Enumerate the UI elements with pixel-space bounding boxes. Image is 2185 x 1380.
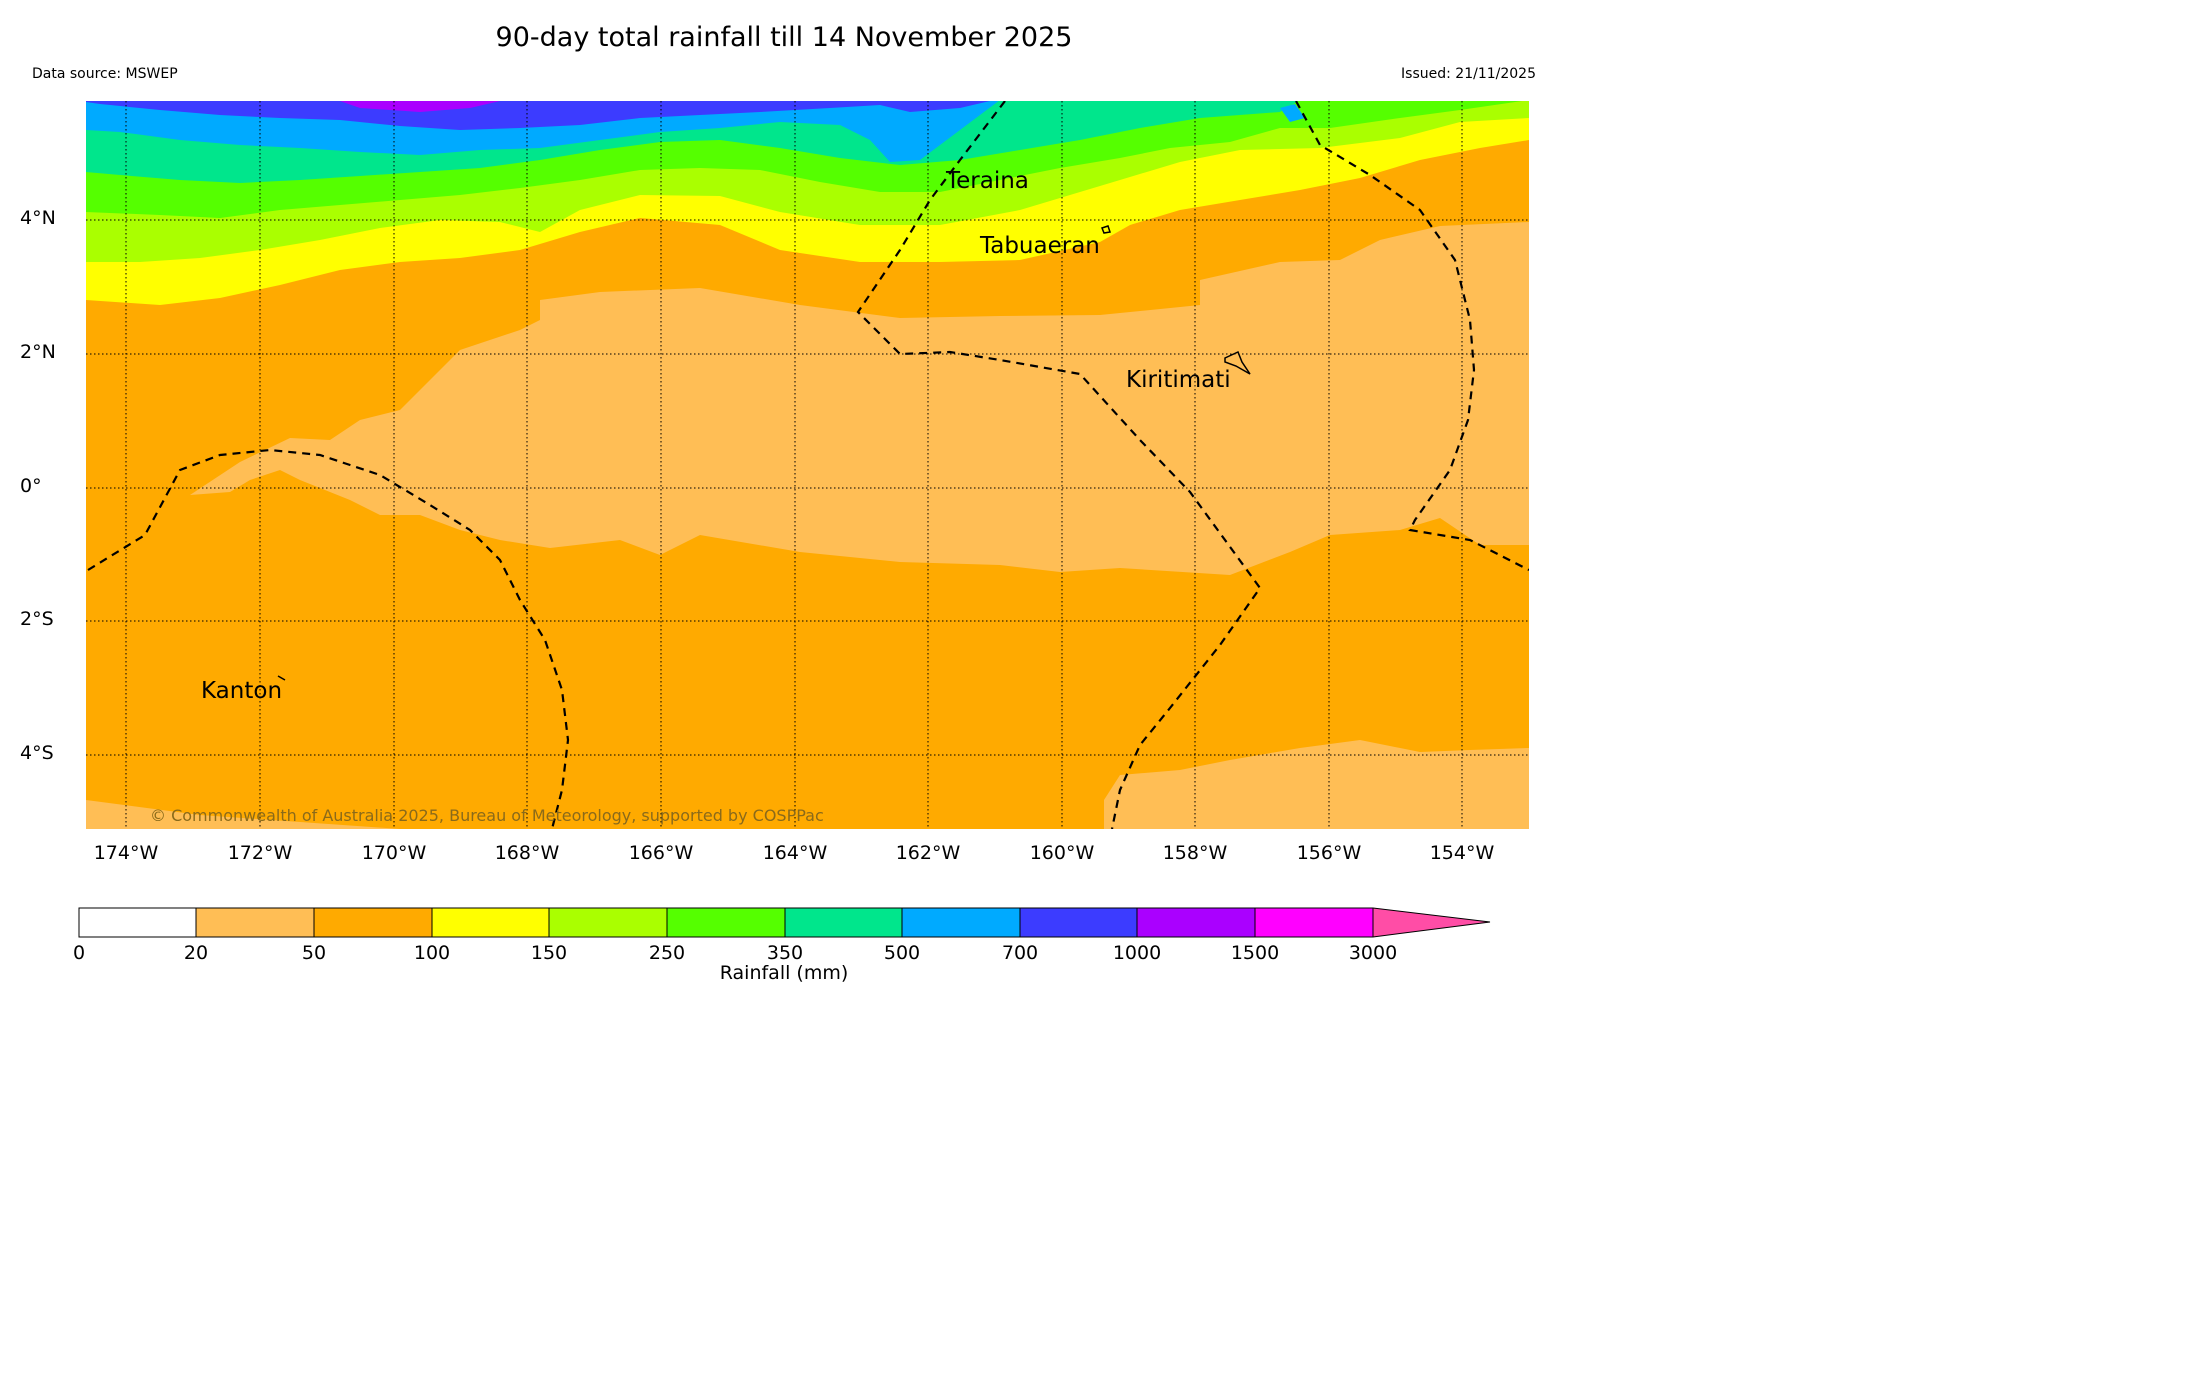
issued-date: Issued: 21/11/2025 bbox=[1401, 66, 1536, 82]
place-teraina: Teraina bbox=[946, 168, 1029, 194]
eez-phoenix bbox=[87, 448, 570, 829]
cb-tick-20: 20 bbox=[183, 942, 209, 964]
cb-tick-0: 0 bbox=[72, 942, 86, 964]
band-700-1000 bbox=[86, 101, 990, 130]
lat-label-2n: 2°N bbox=[20, 341, 56, 363]
data-source: Data source: MSWEP bbox=[32, 66, 178, 82]
lon-label-160w: 160°W bbox=[1029, 842, 1095, 864]
cb-swatch-0-20 bbox=[79, 908, 196, 937]
band-20-50 bbox=[190, 222, 1529, 575]
cb-swatch-250-350 bbox=[667, 908, 785, 937]
cb-swatch-20-50 bbox=[196, 908, 314, 937]
band-1000-1500 bbox=[340, 101, 500, 112]
cb-swatch-150-250 bbox=[549, 908, 667, 937]
cb-swatch-700-1000 bbox=[1020, 908, 1137, 937]
lon-label-168w: 168°W bbox=[494, 842, 560, 864]
eez-line-islands-east bbox=[1295, 101, 1529, 571]
eez-line-islands bbox=[856, 101, 1262, 829]
rainfall-map bbox=[78, 101, 1529, 938]
lon-label-174w: 174°W bbox=[93, 842, 159, 864]
cb-tick-500: 500 bbox=[883, 942, 921, 964]
graticule bbox=[86, 101, 1529, 829]
band-20-50-west bbox=[86, 800, 400, 829]
cb-tick-1000: 1000 bbox=[1112, 942, 1162, 964]
map-title: 90-day total rainfall till 14 November 2… bbox=[495, 22, 1073, 53]
cb-swatch-over-3000 bbox=[1373, 908, 1490, 937]
cb-tick-350: 350 bbox=[766, 942, 804, 964]
cb-tick-150: 150 bbox=[530, 942, 568, 964]
lon-label-166w: 166°W bbox=[628, 842, 694, 864]
lon-label-170w: 170°W bbox=[361, 842, 427, 864]
place-tabuaeran: Tabuaeran bbox=[980, 233, 1100, 259]
lon-label-156w: 156°W bbox=[1296, 842, 1362, 864]
cb-tick-1500: 1500 bbox=[1230, 942, 1280, 964]
island-tabuaeran bbox=[1101, 225, 1111, 234]
cb-tick-50: 50 bbox=[301, 942, 327, 964]
eez-boundaries bbox=[87, 101, 1529, 829]
cb-swatch-350-500 bbox=[785, 908, 902, 937]
cb-swatch-50-100 bbox=[314, 908, 432, 937]
lon-label-164w: 164°W bbox=[762, 842, 828, 864]
lat-label-2s: 2°S bbox=[20, 608, 54, 630]
copyright-notice: © Commonwealth of Australia 2025, Bureau… bbox=[150, 806, 824, 825]
lon-label-172w: 172°W bbox=[227, 842, 293, 864]
cb-swatch-500-700 bbox=[902, 908, 1020, 937]
cb-tick-250: 250 bbox=[648, 942, 686, 964]
colorbar-label: Rainfall (mm) bbox=[719, 962, 849, 984]
island-kiritimati bbox=[1224, 350, 1251, 375]
lon-label-162w: 162°W bbox=[895, 842, 961, 864]
lon-label-154w: 154°W bbox=[1429, 842, 1495, 864]
cb-swatch-1000-1500 bbox=[1137, 908, 1255, 937]
place-kanton: Kanton bbox=[201, 678, 283, 704]
cb-dividers bbox=[195, 908, 1374, 937]
lon-label-158w: 158°W bbox=[1162, 842, 1228, 864]
band-350-500-ne bbox=[1280, 104, 1305, 122]
cb-swatch-100-150 bbox=[432, 908, 549, 937]
band-20-50-south bbox=[1104, 740, 1529, 829]
lat-label-0: 0° bbox=[20, 475, 42, 497]
islands bbox=[277, 225, 1251, 681]
lat-label-4s: 4°S bbox=[20, 742, 54, 764]
place-kiritimati: Kiritimati bbox=[1126, 367, 1231, 393]
cb-tick-100: 100 bbox=[413, 942, 451, 964]
colorbar bbox=[78, 907, 1491, 938]
cb-tick-3000: 3000 bbox=[1348, 942, 1398, 964]
map-field bbox=[86, 101, 1529, 829]
cb-tick-700: 700 bbox=[1001, 942, 1039, 964]
cb-outline bbox=[78, 907, 1491, 938]
cb-swatch-1500-3000 bbox=[1255, 908, 1373, 937]
island-kanton bbox=[277, 675, 286, 681]
lat-label-4n: 4°N bbox=[20, 207, 56, 229]
